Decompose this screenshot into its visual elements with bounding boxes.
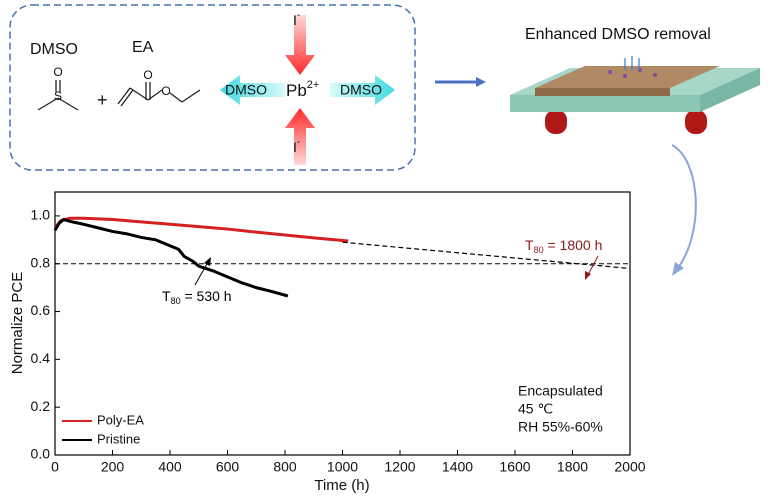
y-tick-label: 0.6 [31, 302, 51, 318]
x-tick-label: 0 [51, 459, 59, 475]
annotation-rest: = 1800 h [544, 237, 603, 253]
x-tick-label: 800 [273, 459, 297, 475]
annotation-arrow [587, 255, 599, 276]
removal-label: Enhanced DMSO removal [525, 26, 711, 43]
molecules [608, 68, 657, 78]
process-arrowhead [476, 77, 486, 87]
charge: - [297, 137, 300, 148]
curved-arrow [671, 144, 697, 269]
lead-ion: Pb2+ [286, 79, 319, 101]
annotation-sub: 80 [171, 296, 181, 306]
y-tick-label: 0.0 [31, 446, 51, 462]
x-tick-label: 400 [158, 459, 182, 475]
series-line [53, 216, 349, 243]
y-tick-label: 0.4 [31, 350, 51, 366]
y-tick-label: 0.2 [31, 398, 51, 414]
atom-o: O [161, 84, 170, 98]
arrow-right [330, 75, 395, 105]
fit-line [342, 241, 631, 270]
ion: I [293, 12, 297, 28]
atom-s: S [54, 89, 62, 103]
condition-note: 45 ℃ [518, 401, 553, 417]
atom-o: O [53, 65, 62, 79]
arrow-up [285, 108, 315, 165]
roller [685, 110, 707, 134]
arrow-down [285, 15, 315, 75]
annotation: T80 = 1800 h [525, 237, 602, 256]
charge: 2+ [307, 79, 320, 91]
annotation: T80 = 530 h [162, 288, 232, 307]
dmso-left: DMSO [225, 82, 267, 98]
schematic-box [9, 4, 416, 171]
substrate-side [510, 95, 700, 112]
iodide-top: I- [293, 10, 300, 28]
iodide-bottom: I- [293, 137, 300, 155]
annotation-main: T [162, 288, 171, 304]
annotation-arrowhead [204, 257, 211, 266]
x-tick-label: 2000 [614, 459, 645, 475]
annotation-rest: = 530 h [181, 288, 232, 304]
y-tick-label: 0.8 [31, 254, 51, 270]
atom-o: O [143, 68, 152, 82]
y-tick-label: 1.0 [31, 207, 51, 223]
ion: I [293, 139, 297, 155]
series-line [53, 217, 289, 298]
x-axis-label: Time (h) [314, 477, 369, 494]
x-tick-label: 600 [216, 459, 240, 475]
ea-label: EA [132, 39, 154, 56]
dmso-right: DMSO [340, 82, 382, 98]
legend-label: Poly-EA [97, 412, 144, 427]
x-tick-label: 1600 [499, 459, 530, 475]
ion: Pb [286, 81, 307, 100]
annotation-sub: 80 [534, 245, 544, 255]
x-tick-label: 1200 [384, 459, 415, 475]
y-axis-label: Normalize PCE [9, 272, 26, 375]
annotation-arrow [194, 261, 209, 286]
x-tick-label: 1000 [327, 459, 358, 475]
annotation-arrowhead [585, 271, 591, 280]
vapor [624, 56, 640, 70]
charge: - [297, 10, 300, 21]
condition-note: RH 55%-60% [518, 419, 603, 435]
film-side [535, 88, 670, 96]
dmso-label: DMSO [30, 41, 78, 58]
film-top [535, 66, 720, 88]
ea-structure [117, 82, 201, 107]
condition-note: Encapsulated [518, 383, 603, 399]
x-tick-label: 1800 [557, 459, 588, 475]
curved-arrowhead [672, 262, 684, 276]
annotation-main: T [525, 237, 534, 253]
substrate-end [700, 68, 760, 112]
x-tick-label: 1400 [442, 459, 473, 475]
roller [545, 110, 567, 134]
arrow-left [220, 75, 285, 105]
legend-label: Pristine [97, 431, 140, 446]
dmso-structure [37, 80, 79, 111]
plus: + [97, 90, 108, 110]
x-tick-label: 200 [101, 459, 125, 475]
